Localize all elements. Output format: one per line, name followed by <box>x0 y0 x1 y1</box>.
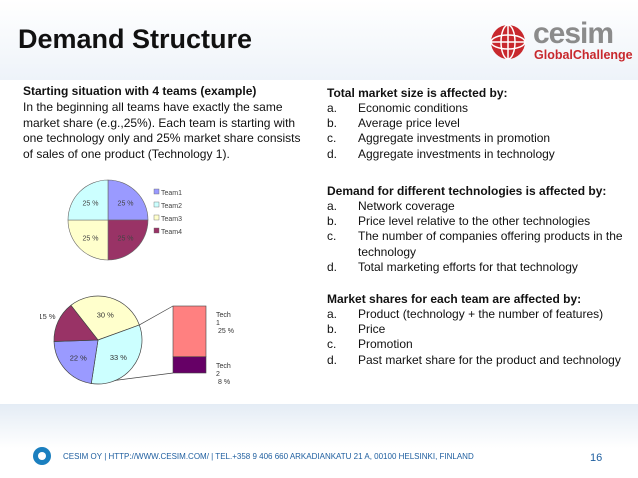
slide-header: Demand Structure cesim GlobalChallenge <box>0 0 638 80</box>
pie2-value-label: 30 % <box>97 311 114 320</box>
list-item: c. Aggregate investments in promotion <box>327 131 551 146</box>
list-item: c. The number of companies offering produ… <box>327 229 623 259</box>
list-item: a. Product (technology + the number of fe… <box>327 307 604 321</box>
left-paragraph: In the beginning all teams have exactly … <box>23 100 301 161</box>
pie2-value-label: 15 % <box>40 312 56 321</box>
logo-wordmark: cesim <box>533 17 614 50</box>
breakout-category-label-line2: 2 <box>216 371 220 378</box>
breakout-bar-segment <box>172 305 207 358</box>
pie2-slice-1 <box>70 295 140 341</box>
list-item: d. Past market share for the product and … <box>327 352 621 367</box>
legend-swatch <box>153 201 160 208</box>
pie1-value-label: 25 % <box>118 236 134 243</box>
list-item: d. Aggregate investments in technology <box>327 146 555 161</box>
breakout-bar-segment <box>172 356 207 374</box>
list-item: d. Total marketing efforts for that techn… <box>327 259 578 274</box>
pie1-value-label: 25 % <box>82 236 98 243</box>
pie2-slice-2 <box>90 324 143 385</box>
breakout-category-label: Tech <box>216 312 231 319</box>
pie1-value-label: 25 % <box>82 200 98 207</box>
pie1-slice-2 <box>107 219 149 261</box>
list-item: a. Network coverage <box>327 199 455 213</box>
section-heading: Demand for different technologies is aff… <box>327 184 607 198</box>
list-item: a. Economic conditions <box>327 101 469 115</box>
pie1-slice-1 <box>107 179 149 221</box>
breakout-category-label-line2: 1 <box>216 320 220 327</box>
list-item: b. Price <box>327 322 386 337</box>
legend-swatch <box>153 188 160 195</box>
legend-swatch <box>153 227 160 234</box>
section-heading: Total market size is affected by: <box>327 86 508 100</box>
pie2-slice-3 <box>53 339 99 384</box>
legend-swatch <box>153 214 160 221</box>
breakout-connector <box>139 305 174 326</box>
legend-label: Team2 <box>161 203 182 210</box>
total-market-section: Total market size is affected by: a. Econ… <box>327 86 627 162</box>
breakout-category-label: Tech <box>216 363 231 370</box>
breakout-value-label: 25 % <box>218 328 234 335</box>
legend-label: Team4 <box>161 229 182 236</box>
logo-subtitle: GlobalChallenge <box>534 48 633 62</box>
legend-label: Team3 <box>161 216 182 223</box>
pie2-slice-4 <box>53 304 99 342</box>
left-heading: Starting situation with 4 teams (example… <box>23 84 257 98</box>
cesim-icon <box>33 447 51 465</box>
left-column: Starting situation with 4 teams (example… <box>23 84 308 162</box>
pie1-value-label: 25 % <box>118 200 134 207</box>
globe-icon <box>490 24 526 60</box>
legend-label: Team1 <box>161 190 182 197</box>
section-heading: Market shares for each team are affected… <box>327 292 582 306</box>
pie1-slice-3 <box>67 219 109 261</box>
starting-share-pie-chart: 25 % 25 % 25 % 25 % Team1 Team2 Team3 Team4 <box>67 179 182 261</box>
pie2-value-label: 22 % <box>70 354 87 363</box>
list-item: c. Promotion <box>327 337 413 352</box>
pie1-slice-4 <box>67 179 109 221</box>
cesim-logo: cesim GlobalChallenge <box>489 17 633 67</box>
breakout-value-label: 8 % <box>218 379 230 386</box>
page-number: 16 <box>590 452 603 464</box>
list-item: b. Price level relative to the other tech… <box>327 214 591 229</box>
footer-contact: CESIM OY | HTTP://WWW.CESIM.COM/ | TEL.+… <box>63 452 474 461</box>
market-share-section: Market shares for each team are affected… <box>327 292 627 368</box>
slide-footer <box>0 404 638 478</box>
pie2-value-label: 33 % <box>110 353 127 362</box>
slide-title: Demand Structure <box>18 24 253 54</box>
list-item: b. Average price level <box>327 116 460 131</box>
technology-demand-section: Demand for different technologies is aff… <box>327 184 627 275</box>
